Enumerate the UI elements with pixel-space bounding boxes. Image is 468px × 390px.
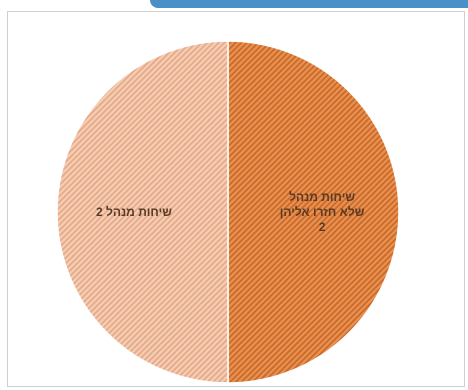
pie-label-1: שיחות מנהל שלא חזרו אליהן 2 bbox=[280, 190, 365, 234]
window-accent-strip bbox=[150, 0, 468, 8]
pie-slice-1 bbox=[227, 40, 400, 384]
pie-label-2: שיחות מנהל 2 bbox=[96, 205, 172, 219]
pie-slice-2 bbox=[56, 40, 229, 384]
pie-data-labels: שיחות מנהל שלא חזרו אליהן 2 שיחות מנהל 2 bbox=[96, 190, 365, 234]
pie-slices bbox=[56, 40, 400, 384]
